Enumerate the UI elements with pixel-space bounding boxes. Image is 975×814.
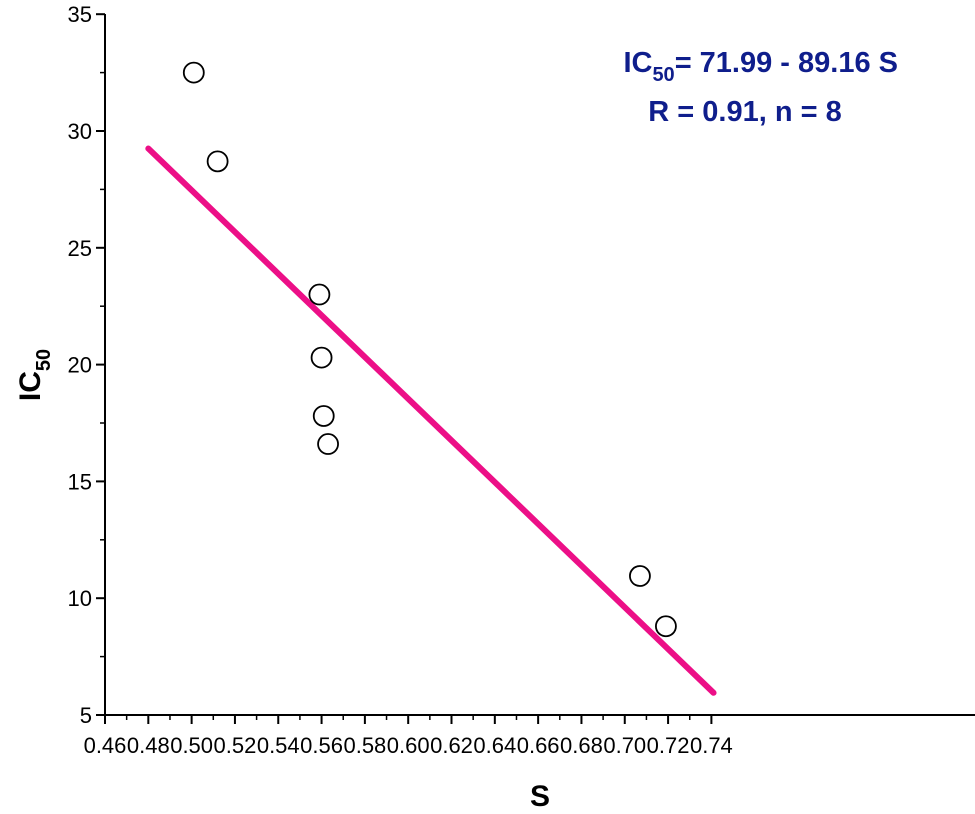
x-tick-label: 0.62 (430, 733, 473, 758)
data-point (312, 405, 335, 427)
x-tick-label: 0.66 (517, 733, 560, 758)
y-tick-label: 20 (68, 353, 92, 378)
x-tick-label: 0.74 (690, 733, 733, 758)
x-tick-label: 0.72 (647, 733, 690, 758)
x-tick-label: 0.56 (300, 733, 343, 758)
regression-line (145, 145, 717, 696)
x-tick-label: 0.46 (84, 733, 127, 758)
x-tick-label: 0.58 (343, 733, 386, 758)
data-point (655, 615, 677, 638)
x-tick-label: 0.68 (560, 733, 603, 758)
y-tick-label: 5 (80, 703, 92, 728)
y-tick-label: 30 (68, 119, 92, 144)
y-tick-label: 25 (68, 236, 92, 261)
data-point (182, 61, 205, 84)
equation-text: IC50= 71.99 - 89.16 S (623, 47, 898, 86)
stats-text: R = 0.91, n = 8 (648, 96, 841, 128)
x-tick-label: 0.60 (387, 733, 430, 758)
x-axis-title: S (530, 780, 550, 813)
x-tick-label: 0.54 (257, 733, 300, 758)
x-tick-label: 0.70 (603, 733, 646, 758)
x-tick-label: 0.64 (473, 733, 516, 758)
x-tick-label: 0.50 (170, 733, 213, 758)
x-tick-label: 0.52 (214, 733, 257, 758)
data-point (206, 150, 229, 173)
axes: 0.46 0.48 0.50 0.52 0.54 0.56 0.58 0.60 0.62 0.64… (68, 2, 975, 758)
data-point (308, 283, 331, 306)
y-tick-label: 35 (68, 2, 92, 27)
y-tick-label: 15 (68, 469, 92, 494)
data-point (310, 346, 333, 369)
data-point (629, 565, 651, 587)
y-axis-title: IC50 (14, 349, 55, 401)
y-tick-label: 10 (68, 586, 92, 611)
x-tick-label: 0.48 (127, 733, 170, 758)
data-points (182, 61, 677, 638)
regression-line-group (145, 145, 717, 696)
data-point (317, 433, 339, 455)
